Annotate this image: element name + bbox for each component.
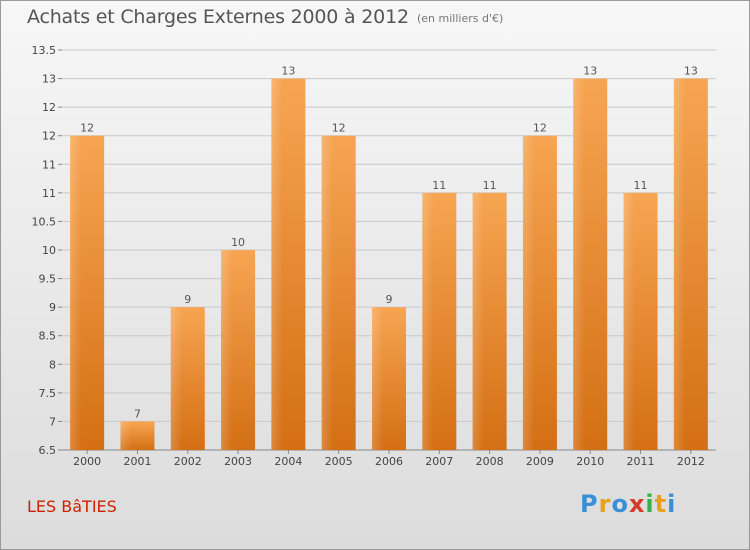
y-tick-label: 12 <box>42 101 56 114</box>
data-label: 9 <box>386 293 393 306</box>
bar-highlight <box>170 307 183 450</box>
y-tick-label: 10.5 <box>32 215 57 228</box>
commune-name: LES BâTIES <box>27 497 117 516</box>
y-tick-label: 11 <box>42 187 56 200</box>
data-labels: 12 7 9 10 13 12 9 11 11 12 13 11 13 <box>80 65 698 421</box>
y-tick-label: 11 <box>42 158 56 171</box>
logo-letter: x <box>628 490 646 518</box>
y-tick-label: 9 <box>49 301 56 314</box>
bar-highlight <box>573 78 585 451</box>
y-tick-label: 8 <box>49 358 56 371</box>
data-label: 13 <box>281 65 295 78</box>
data-label: 10 <box>231 236 245 249</box>
bar-highlight <box>70 135 82 450</box>
bar-highlight <box>372 307 384 450</box>
data-label: 11 <box>634 179 648 192</box>
bars <box>70 78 708 451</box>
data-label: 11 <box>432 179 446 192</box>
x-tick-label: 2006 <box>375 455 403 468</box>
y-tick-label: 7 <box>49 415 56 428</box>
x-tick-label: 2002 <box>174 455 202 468</box>
y-axis-ticks: 6.5 7 7.5 8 8.5 9 9.5 10 10.5 11 11 12 12 13 13.5 <box>32 44 57 457</box>
bar-highlight <box>422 192 434 450</box>
y-tick-label: 12 <box>42 130 56 143</box>
logo-letter: P <box>580 490 599 518</box>
logo-letter: i <box>667 490 677 518</box>
bar-highlight <box>673 78 686 451</box>
data-label: 9 <box>184 293 191 306</box>
y-tick-label: 7.5 <box>39 387 57 400</box>
y-tick-label: 10 <box>42 244 56 257</box>
y-tick-label: 9.5 <box>39 273 57 286</box>
logo-letter: i <box>645 490 655 518</box>
logo-letter: r <box>598 490 612 518</box>
data-label: 11 <box>483 179 497 192</box>
x-tick-label: 2011 <box>627 455 655 468</box>
logo-letter: t <box>654 490 668 518</box>
y-tick-label: 8.5 <box>39 330 57 343</box>
x-tick-label: 2001 <box>123 455 151 468</box>
data-label: 7 <box>134 407 141 420</box>
x-tick-label: 2010 <box>576 455 604 468</box>
data-label: 13 <box>684 65 698 78</box>
data-label: 13 <box>583 65 597 78</box>
x-axis-ticks: 2000 2001 2002 2003 2004 2005 2006 2007 2008 2009… <box>73 450 705 468</box>
proxiti-logo: Proxiti <box>580 490 676 518</box>
x-tick-label: 2012 <box>677 455 705 468</box>
chart-subtitle: (en milliers d'€) <box>417 12 504 25</box>
bar-highlight <box>271 78 283 451</box>
y-tick-label: 6.5 <box>39 444 57 457</box>
bar-highlight <box>472 192 484 450</box>
x-tick-label: 2000 <box>73 455 101 468</box>
bar-highlight <box>623 192 635 450</box>
logo-letter: o <box>611 490 629 518</box>
data-label: 12 <box>332 122 346 135</box>
data-label: 12 <box>533 122 547 135</box>
bar-highlight <box>120 421 132 450</box>
x-tick-label: 2007 <box>425 455 453 468</box>
y-tick-label: 13 <box>42 73 56 86</box>
y-tick-label: 13.5 <box>32 44 57 57</box>
chart-title: Achats et Charges Externes 2000 à 2012 <box>27 6 409 28</box>
x-tick-label: 2008 <box>476 455 504 468</box>
x-tick-label: 2003 <box>224 455 252 468</box>
x-tick-label: 2009 <box>526 455 554 468</box>
x-tick-label: 2005 <box>325 455 353 468</box>
bar-highlight <box>221 250 233 450</box>
x-tick-label: 2004 <box>274 455 302 468</box>
data-label: 12 <box>80 122 94 135</box>
bar-highlight <box>522 135 535 450</box>
bar-highlight <box>321 135 334 450</box>
